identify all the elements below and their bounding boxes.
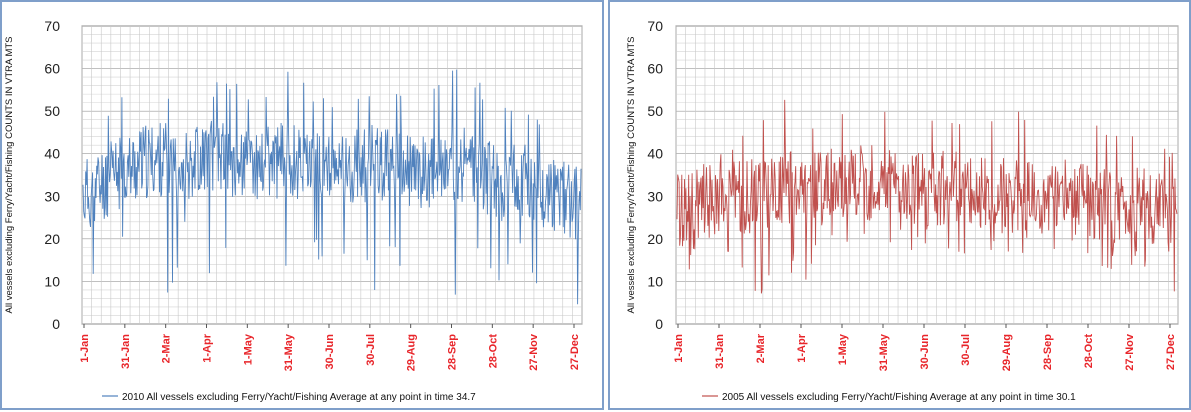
chart-2005: 0 10 20 30 40 50 60 70 All vessels excluding Fer… xyxy=(610,2,1191,412)
x-tick-label: 30-Jun xyxy=(324,334,336,370)
y-tick-label: 0 xyxy=(655,316,663,332)
x-tick-label: 30-Jul xyxy=(365,334,377,366)
chart-2010: 0 10 20 30 40 50 60 70 All vessels excluding Fer… xyxy=(2,2,606,412)
x-tick-label: 27-Dec xyxy=(1165,334,1177,370)
x-tick-label: 28-Sep xyxy=(1042,334,1054,370)
y-tick-label: 20 xyxy=(44,231,60,247)
x-tick-label: 30-Jun xyxy=(919,334,931,370)
x-tick-label: 29-Aug xyxy=(406,334,418,371)
chart-panel-2010: 0 10 20 30 40 50 60 70 All vessels excluding Fer… xyxy=(0,0,604,410)
x-tick-label: 28-Oct xyxy=(487,334,499,369)
y-tick-label: 30 xyxy=(44,188,60,204)
x-tick-label: 1-Jan xyxy=(79,334,91,363)
y-tick-label: 10 xyxy=(44,273,60,289)
x-tick-label: 29-Aug xyxy=(1001,334,1013,371)
y-tick-label: 10 xyxy=(647,273,663,289)
x-tick-label: 28-Sep xyxy=(447,334,459,370)
x-tick-label: 1-May xyxy=(837,333,849,365)
y-tick-label: 70 xyxy=(44,18,60,34)
x-tick-label: 30-Jul xyxy=(960,334,972,366)
y-axis-label: All vessels excluding Ferry/Yacht/Fishin… xyxy=(4,37,15,314)
y-tick-label: 50 xyxy=(44,103,60,119)
x-tick-label: 1-May xyxy=(242,333,254,365)
y-axis-label: All vessels excluding Ferry/Yacht/Fishin… xyxy=(626,37,637,314)
y-tick-label: 0 xyxy=(52,316,60,332)
y-tick-label: 50 xyxy=(647,103,663,119)
x-tick-label: 2-Mar xyxy=(755,333,767,363)
chart-panel-2005: 0 10 20 30 40 50 60 70 All vessels excluding Fer… xyxy=(608,0,1191,410)
x-tick-label: 31-Jan xyxy=(714,334,726,369)
y-tick-label: 60 xyxy=(647,61,663,77)
x-tick-label: 31-Jan xyxy=(120,334,132,369)
x-tick-label: 27-Dec xyxy=(569,334,581,370)
y-tick-label: 60 xyxy=(44,61,60,77)
x-tick-label: 2-Mar xyxy=(161,333,173,363)
x-tick-label: 1-Apr xyxy=(796,333,808,362)
x-tick-label: 1-Jan xyxy=(673,334,685,363)
x-tick-label: 31-May xyxy=(878,333,890,371)
y-tick-label: 20 xyxy=(647,231,663,247)
x-tick-label: 28-Oct xyxy=(1083,334,1095,369)
x-tick-label: 27-Nov xyxy=(1124,333,1136,371)
legend-label: 2010 All vessels excluding Ferry/Yacht/F… xyxy=(122,392,476,403)
x-tick-label: 27-Nov xyxy=(528,333,540,371)
x-tick-label: 1-Apr xyxy=(202,333,214,362)
x-tick-label: 31-May xyxy=(283,333,295,371)
y-tick-label: 40 xyxy=(647,146,663,162)
legend-label: 2005 All vessels excluding Ferry/Yacht/F… xyxy=(722,392,1076,403)
y-tick-label: 40 xyxy=(44,146,60,162)
y-tick-label: 30 xyxy=(647,188,663,204)
y-tick-label: 70 xyxy=(647,18,663,34)
